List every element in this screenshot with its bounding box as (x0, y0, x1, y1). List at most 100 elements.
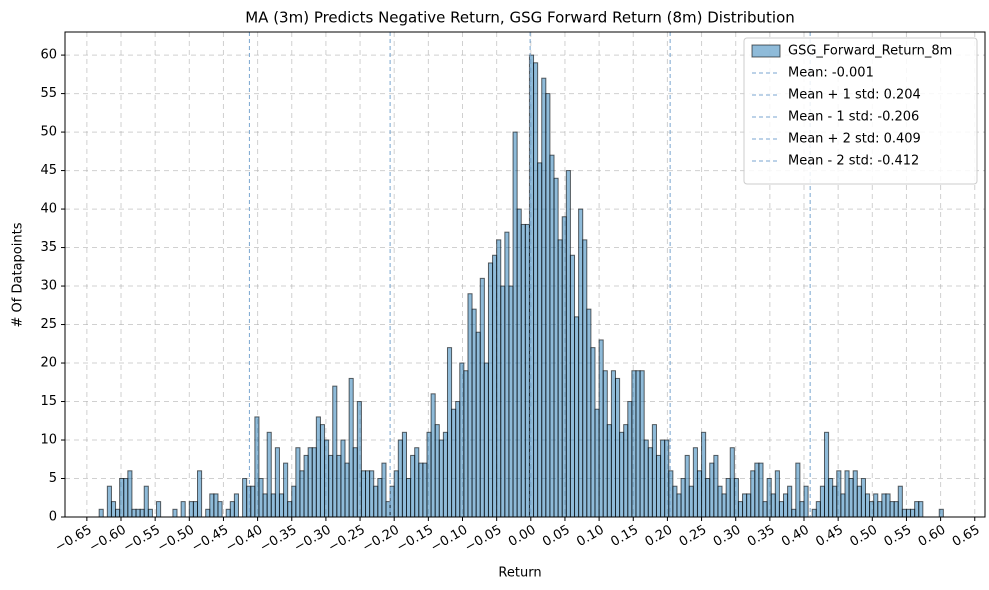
legend-label: GSG_Forward_Return_8m (788, 44, 952, 59)
legend-label: Mean + 1 std: 0.204 (788, 88, 921, 103)
bar (258, 478, 264, 518)
y-tick-label: 20 (40, 356, 57, 371)
x-tick-label: −0.55 (121, 523, 163, 556)
bar (733, 478, 739, 518)
bar (197, 470, 203, 518)
bar (873, 493, 879, 518)
bar (336, 454, 342, 518)
bar (717, 485, 723, 518)
bar (405, 478, 412, 518)
bar (451, 408, 457, 518)
legend-label: Mean - 2 std: -0.412 (788, 154, 919, 169)
bar (770, 493, 776, 518)
bar (910, 508, 916, 518)
bar (639, 370, 645, 518)
bar (778, 501, 785, 518)
bar (549, 154, 555, 518)
bar (762, 501, 768, 518)
bar (156, 501, 162, 518)
bar (283, 462, 289, 518)
bar (897, 485, 903, 518)
bar (455, 401, 461, 518)
bar (774, 470, 780, 518)
bar (262, 493, 268, 518)
chart-title: MA (3m) Predicts Negative Return, GSG Fo… (245, 9, 795, 27)
bar (680, 478, 686, 518)
bar (479, 277, 485, 518)
bar (377, 478, 383, 518)
bar (742, 493, 748, 518)
bar (582, 239, 588, 518)
bar (483, 362, 489, 518)
bar (627, 401, 633, 518)
bar (701, 431, 707, 518)
bar (254, 416, 260, 518)
bar (311, 447, 317, 518)
bar (651, 424, 657, 518)
bar (803, 485, 809, 518)
bar (545, 93, 551, 518)
bar (422, 462, 428, 518)
y-tick-label: 0 (49, 510, 57, 525)
bar (729, 447, 735, 518)
legend-box (743, 37, 978, 185)
bar (110, 501, 117, 518)
x-tick-label: −0.30 (292, 523, 334, 556)
x-tick-label: 0.20 (643, 523, 676, 550)
x-tick-label: −0.40 (223, 523, 265, 556)
bar (192, 501, 199, 518)
bar (869, 501, 875, 518)
x-tick-label: −0.45 (189, 523, 231, 556)
bar (614, 377, 621, 518)
bar (373, 485, 379, 518)
x-tick-label: 0.30 (711, 523, 744, 550)
bar (553, 177, 559, 518)
bar (852, 470, 858, 518)
bar (574, 316, 580, 518)
bar (266, 431, 272, 518)
bar (791, 508, 797, 518)
bar (242, 478, 248, 518)
bar (426, 431, 432, 518)
bar (139, 508, 145, 518)
bar (877, 501, 883, 518)
legend-label: Mean + 2 std: 0.409 (788, 132, 921, 147)
bar (881, 493, 887, 518)
bar (250, 485, 256, 518)
bar (147, 508, 153, 518)
x-tick-label: 0.50 (847, 523, 880, 550)
y-tick-label: 10 (40, 433, 57, 448)
bar (98, 508, 104, 518)
bar (401, 431, 407, 518)
bar (766, 478, 772, 518)
bar (270, 493, 276, 518)
bar (496, 239, 502, 518)
bar (352, 447, 358, 518)
bar (475, 331, 481, 518)
bar (938, 508, 944, 518)
bar (561, 216, 567, 518)
bar (356, 401, 362, 518)
y-tick-label: 25 (40, 317, 57, 332)
x-tick-label: 0.60 (916, 523, 949, 550)
bar (115, 508, 121, 518)
bar (602, 370, 608, 518)
x-tick-label: −0.05 (462, 523, 504, 556)
bar (660, 439, 666, 518)
bar (672, 485, 678, 518)
bar (832, 485, 838, 518)
bar (688, 485, 694, 518)
bar (905, 508, 912, 518)
bar (828, 478, 834, 518)
bar (856, 485, 862, 518)
bar (893, 501, 899, 518)
bar (619, 431, 625, 518)
bar (758, 462, 764, 518)
bar (332, 385, 338, 518)
bar (684, 454, 690, 518)
bar (590, 347, 596, 518)
bar (811, 508, 817, 518)
bar (586, 308, 592, 518)
y-tick-label: 15 (40, 394, 57, 409)
bar (844, 470, 850, 518)
